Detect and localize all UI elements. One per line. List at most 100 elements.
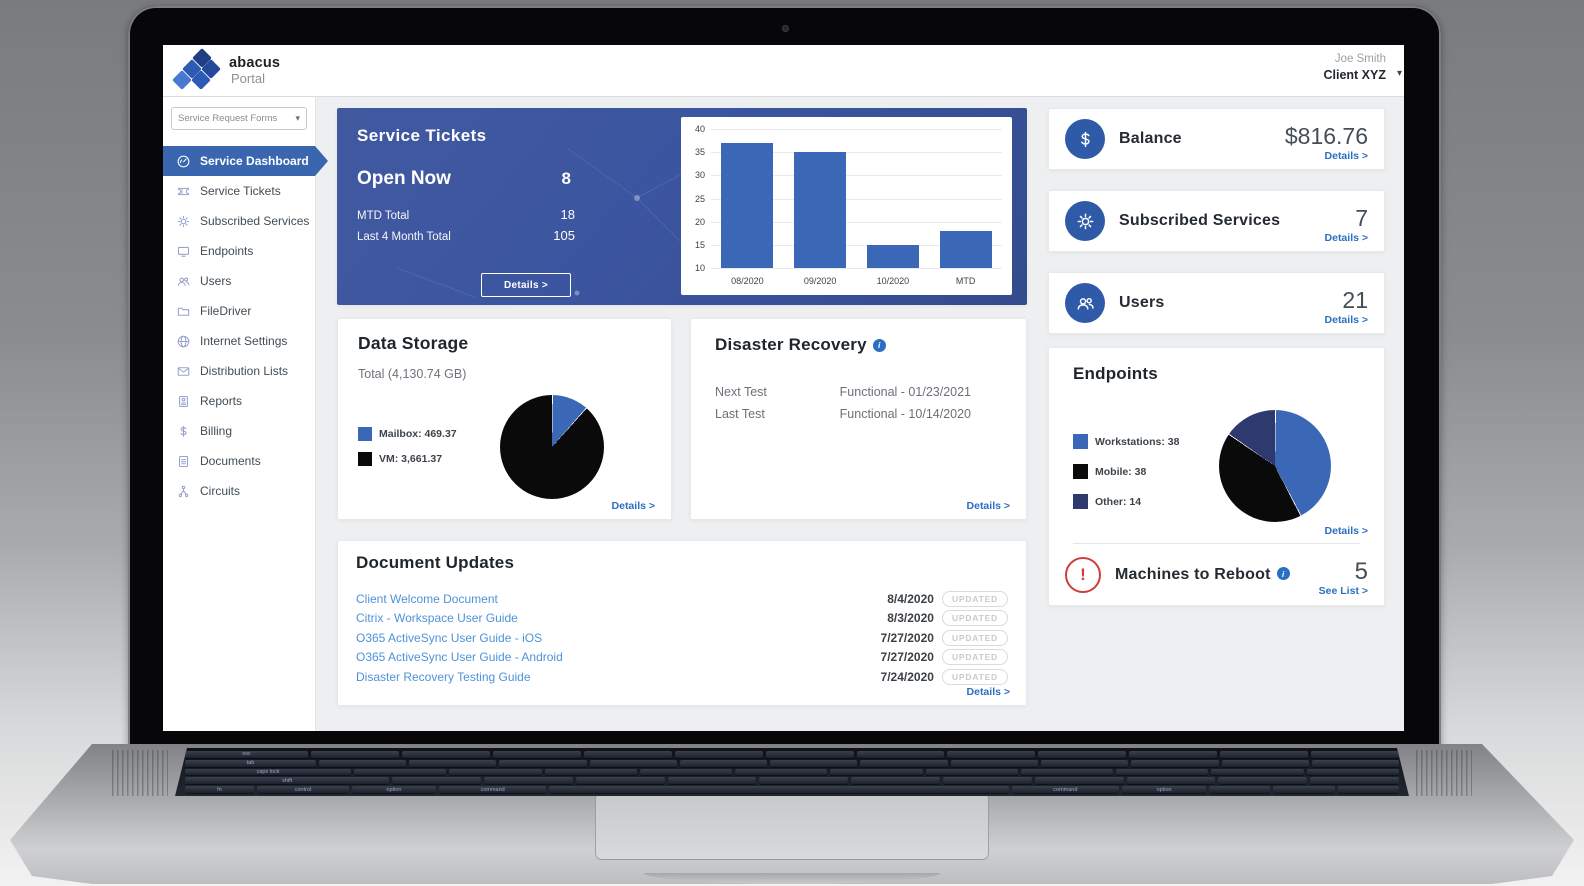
document-date: 7/24/2020 (880, 669, 934, 684)
keyboard-key (584, 751, 672, 758)
keyboard-row: shift (185, 777, 1399, 784)
sidebar-item-filedriver[interactable]: FileDriver (163, 296, 315, 326)
legend-swatch (358, 452, 372, 466)
sidebar-item-reports[interactable]: Reports (163, 386, 315, 416)
speaker-grille-left (112, 750, 168, 796)
open-now-value: 8 (561, 169, 571, 188)
keyboard-key (860, 760, 947, 767)
trackpad (595, 792, 989, 860)
sidebar-item-distribution-lists[interactable]: Distribution Lists (163, 356, 315, 386)
sidebar-item-endpoints[interactable]: Endpoints (163, 236, 315, 266)
keyboard-key (857, 751, 945, 758)
key-esc: esc (185, 751, 308, 758)
keyboard-key (576, 777, 665, 784)
laptop-base: esc tab caps lock shift fn control option comma… (10, 744, 1574, 884)
report-icon (176, 394, 191, 409)
last4-value: 105 (553, 228, 575, 243)
sidebar-item-service-dashboard[interactable]: Service Dashboard (163, 146, 328, 176)
keyboard-key (947, 751, 1035, 758)
sidebar-item-label: Service Tickets (200, 184, 281, 198)
user-menu[interactable]: Joe Smith Client XYZ ▾ (1323, 53, 1402, 82)
keyboard-key (830, 769, 922, 776)
info-icon[interactable]: i (872, 338, 886, 352)
dollar-icon (1065, 119, 1105, 159)
key-option: option (352, 786, 436, 793)
keyboard-key (449, 769, 541, 776)
sidebar-item-internet-settings[interactable]: Internet Settings (163, 326, 315, 356)
document-link[interactable]: Disaster Recovery Testing Guide (356, 669, 531, 684)
sidebar-item-label: Subscribed Services (200, 214, 310, 228)
keyboard-key (354, 769, 446, 776)
keyboard-row: fn control option command command option (185, 786, 1399, 793)
sidebar-item-documents[interactable]: Documents (163, 446, 315, 476)
chevron-down-icon: ▾ (295, 113, 300, 123)
keyboard-key (493, 751, 581, 758)
sidebar-item-service-tickets[interactable]: Service Tickets (163, 176, 315, 206)
sidebar-item-label: Distribution Lists (200, 364, 289, 378)
legend-label: Mailbox: 469.37 (379, 428, 457, 440)
keyboard-key (951, 760, 1038, 767)
updated-badge: UPDATED (941, 668, 1008, 685)
mtd-label: MTD Total (357, 210, 410, 222)
logo-subtitle: Portal (231, 70, 265, 86)
document-row: Client Welcome Document 8/4/2020 UPDATED (356, 589, 1008, 609)
open-now-label: Open Now (357, 168, 451, 189)
lid-notch (644, 873, 940, 884)
y-tick: 15 (694, 239, 705, 250)
sidebar-item-circuits[interactable]: Circuits (163, 476, 315, 506)
sidebar-item-subscribed-services[interactable]: Subscribed Services (163, 206, 315, 236)
alert-icon: ! (1065, 556, 1101, 593)
details-link[interactable]: Details > (1324, 314, 1368, 326)
document-updates-card: Document Updates Client Welcome Document… (337, 540, 1027, 706)
dropdown-label: Service Request Forms (178, 113, 278, 124)
details-link[interactable]: Details > (966, 500, 1010, 512)
document-date: 8/3/2020 (887, 611, 934, 626)
card-title: Disaster Recovery i (715, 335, 886, 355)
tickets-bar-chart: 10 15 20 25 30 35 40 08/2020 09/2020 10/2020 MTD (681, 117, 1012, 295)
machines-value: 5 (1354, 557, 1368, 585)
details-link[interactable]: Details > (1324, 525, 1368, 537)
details-link[interactable]: Details > (1324, 232, 1368, 244)
keyboard-key (1127, 777, 1216, 784)
storage-total: Total (4,130.74 GB) (358, 367, 467, 381)
users-icon (1065, 283, 1105, 323)
bar-MTD (939, 230, 992, 268)
last4-row: Last 4 Month Total 105 (357, 228, 575, 243)
keyboard-key (759, 777, 848, 784)
dashboard-screen: abacus Portal Joe Smith Client XYZ ▾ Ser… (163, 45, 1404, 731)
endpoints-card: Endpoints Workstations: 38 Mobile: 38 Othe… (1048, 347, 1385, 606)
keyboard-key (770, 760, 857, 767)
app-header: abacus Portal Joe Smith Client XYZ ▾ (163, 45, 1404, 97)
legend-item-vm: VM: 3,661.37 (358, 452, 457, 466)
keyboard-key (549, 786, 1008, 793)
balance-title: Balance (1119, 130, 1182, 147)
service-request-forms-dropdown[interactable]: Service Request Forms ▾ (171, 107, 307, 130)
keyboard-key (1131, 760, 1218, 767)
sidebar-item-billing[interactable]: Billing (163, 416, 315, 446)
details-link[interactable]: Details > (966, 686, 1010, 698)
mtd-value: 18 (560, 207, 575, 222)
y-tick: 30 (694, 170, 705, 181)
folder-icon (176, 304, 191, 319)
document-link[interactable]: Citrix - Workspace User Guide (356, 611, 518, 626)
see-list-link[interactable]: See List > (1318, 585, 1368, 597)
details-link[interactable]: Details > (1324, 150, 1368, 162)
document-link[interactable]: O365 ActiveSync User Guide - Android (356, 650, 563, 665)
subscribed-services-card: Subscribed Services 7 Details > (1048, 190, 1385, 252)
keyboard-key (1312, 760, 1399, 767)
document-link[interactable]: Client Welcome Document (356, 591, 498, 606)
chevron-down-icon[interactable]: ▾ (1396, 68, 1402, 79)
key-command: command (439, 786, 546, 793)
details-link[interactable]: Details > (611, 500, 655, 512)
card-title: Endpoints (1073, 364, 1158, 383)
bar-09/2020 (794, 152, 847, 268)
info-icon[interactable]: i (1276, 567, 1290, 580)
x-tick: MTD (955, 276, 976, 286)
details-button[interactable]: Details > (481, 273, 571, 297)
envelope-icon (176, 364, 191, 379)
sidebar-item-users[interactable]: Users (163, 266, 315, 296)
document-link[interactable]: O365 ActiveSync User Guide - iOS (356, 630, 543, 645)
disaster-rows: Next Test Functional - 01/23/2021 Last Tes… (715, 385, 971, 429)
keyboard-key (402, 751, 490, 758)
keyboard-key (1311, 751, 1399, 758)
